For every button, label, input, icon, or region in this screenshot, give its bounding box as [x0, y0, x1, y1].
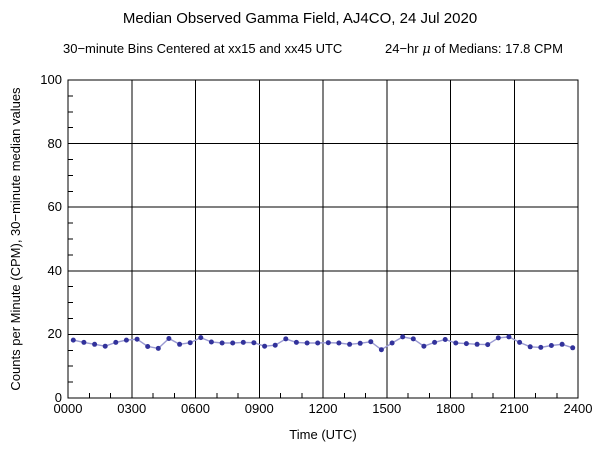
- x-tick-label: 0600: [181, 401, 210, 416]
- data-point: [368, 339, 374, 345]
- data-point: [463, 341, 469, 347]
- data-point: [166, 336, 172, 341]
- data-point: [548, 343, 554, 348]
- data-point: [421, 343, 427, 349]
- data-point: [347, 341, 353, 347]
- data-point: [506, 334, 512, 340]
- data-point: [304, 340, 310, 346]
- data-point: [230, 340, 236, 346]
- data-point: [251, 340, 257, 346]
- data-point: [325, 340, 331, 346]
- x-tick-label: 0300: [117, 401, 147, 416]
- data-point: [113, 339, 119, 345]
- data-point: [538, 344, 544, 350]
- data-point: [187, 340, 193, 346]
- x-tick-label: 0000: [53, 401, 83, 416]
- data-point: [474, 341, 480, 347]
- data-point: [283, 336, 289, 342]
- x-tick-label: 0900: [244, 401, 274, 416]
- data-point: [208, 339, 214, 345]
- data-point: [495, 335, 501, 341]
- data-point: [262, 343, 268, 349]
- data-point: [315, 340, 321, 346]
- data-point: [198, 335, 204, 341]
- data-point: [527, 344, 533, 350]
- x-axis-label: Time (UTC): [289, 427, 357, 442]
- chart-subtitle-mean: 24−hr μ of Medians: 17.8 CPM: [385, 41, 563, 57]
- x-tick-label: 2100: [499, 401, 529, 416]
- data-point: [81, 339, 87, 345]
- data-point: [442, 337, 448, 342]
- y-tick-label: 100: [40, 72, 62, 87]
- chart-subtitle-bins: 30−minute Bins Centered at xx15 and xx45…: [63, 41, 343, 56]
- y-tick-label: 0: [54, 390, 62, 405]
- data-point: [293, 339, 299, 345]
- mu-symbol: μ: [422, 42, 431, 57]
- y-tick-label: 60: [47, 199, 62, 215]
- data-point: [272, 342, 278, 348]
- mean-prefix: 24−hr: [385, 41, 423, 56]
- data-point: [400, 334, 406, 340]
- data-point: [432, 339, 438, 345]
- x-tick-label: 1800: [436, 401, 465, 416]
- y-tick-label: 80: [47, 135, 62, 151]
- chart-title: Median Observed Gamma Field, AJ4CO, 24 J…: [122, 10, 478, 27]
- data-point: [453, 340, 459, 346]
- data-point: [559, 341, 565, 347]
- data-point: [219, 340, 225, 346]
- data-point: [389, 340, 395, 346]
- data-point: [134, 336, 140, 342]
- data-point: [570, 345, 576, 351]
- x-tick-label: 2400: [563, 401, 593, 416]
- data-point: [336, 340, 342, 346]
- data-point: [485, 342, 491, 348]
- data-point: [145, 344, 151, 349]
- data-point: [378, 347, 384, 353]
- y-axis-label: Counts per Minute (CPM), 30−minute media…: [8, 87, 23, 391]
- x-tick-label: 1200: [308, 401, 338, 416]
- data-point: [123, 337, 129, 343]
- y-tick-label: 20: [47, 326, 62, 342]
- mean-suffix: of Medians: 17.8 CPM: [430, 41, 563, 56]
- data-point: [177, 341, 183, 347]
- data-point: [102, 343, 108, 349]
- data-point: [517, 339, 523, 345]
- y-tick-label: 40: [47, 262, 62, 278]
- data-point: [357, 340, 363, 346]
- data-point: [92, 341, 98, 347]
- data-point: [70, 337, 76, 343]
- data-point: [155, 345, 161, 351]
- x-tick-label: 1500: [372, 401, 402, 416]
- data-point: [410, 336, 416, 342]
- data-point: [240, 339, 246, 345]
- plot-frame: [67, 79, 579, 399]
